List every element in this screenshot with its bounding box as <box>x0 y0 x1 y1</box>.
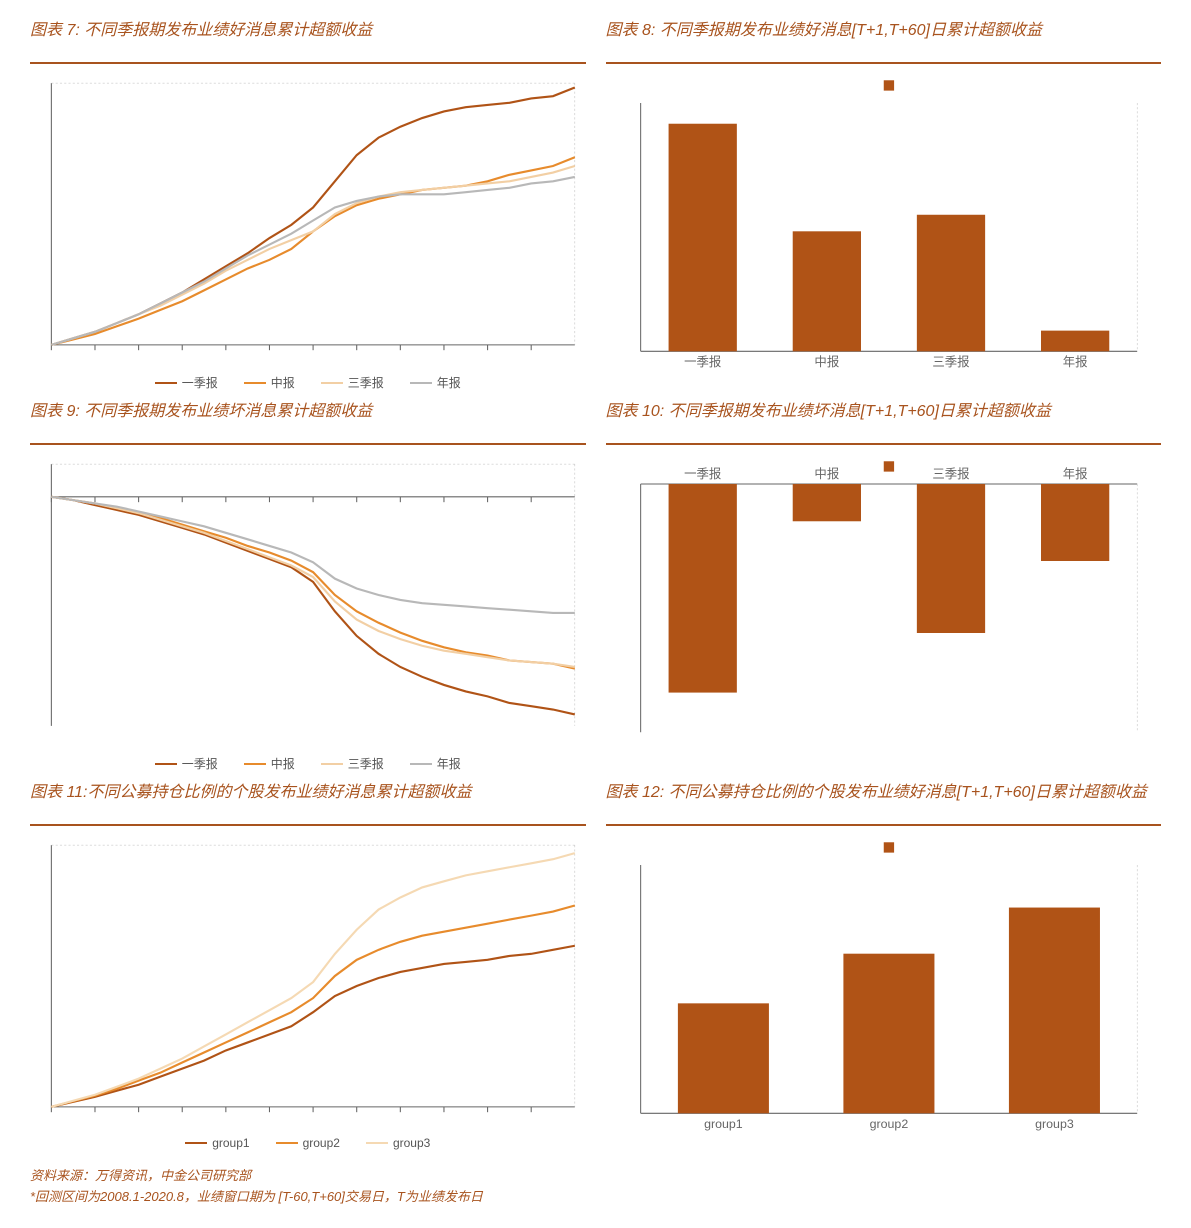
chart-11-cell: 图表 11:不同公募持仓比例的个股发布业绩好消息累计超额收益 group1gro… <box>30 782 586 1150</box>
svg-text:一季报: 一季报 <box>684 466 721 481</box>
legend-item: 年报 <box>410 374 461 391</box>
footer-notes: 资料来源：万得资讯，中金公司研究部 *回测区间为2008.1-2020.8，业绩… <box>30 1166 1161 1208</box>
chart-8-svg: 一季报 中报 三季报 年报 <box>606 72 1162 372</box>
chart-8-title: 图表 8: 不同季报期发布业绩好消息[T+1,T+60]日累计超额收益 <box>606 20 1162 64</box>
legend-label: group2 <box>303 1136 340 1150</box>
legend-label: group3 <box>393 1136 430 1150</box>
chart-10-cell: 图表 10: 不同季报期发布业绩坏消息[T+1,T+60]日累计超额收益 一季报… <box>606 401 1162 772</box>
legend-item: 三季报 <box>321 755 384 772</box>
svg-text:中报: 中报 <box>814 354 839 369</box>
legend-item: 三季报 <box>321 374 384 391</box>
svg-text:中报: 中报 <box>814 466 839 481</box>
svg-text:group3: group3 <box>1035 1117 1074 1131</box>
legend-item: 中报 <box>244 374 295 391</box>
charts-grid: 图表 7: 不同季报期发布业绩好消息累计超额收益 一季报中报三季报年报 图表 8… <box>30 20 1161 1150</box>
chart-11-title: 图表 11:不同公募持仓比例的个股发布业绩好消息累计超额收益 <box>30 782 586 826</box>
chart-11-legend: group1 group2 group3 <box>30 1136 586 1150</box>
svg-text:三季报: 三季报 <box>932 354 969 369</box>
legend-item: group3 <box>366 1136 430 1150</box>
legend-item: group1 <box>185 1136 249 1150</box>
svg-text:一季报: 一季报 <box>684 354 721 369</box>
legend-label: 一季报 <box>182 755 218 772</box>
chart-12-box: group1 group2 group3 <box>606 834 1162 1134</box>
legend-label: 三季报 <box>348 755 384 772</box>
chart-7-cell: 图表 7: 不同季报期发布业绩好消息累计超额收益 一季报 中报 三季报 年报 <box>30 20 586 391</box>
chart-10-box: 一季报 中报 三季报 年报 <box>606 453 1162 753</box>
svg-text:group1: group1 <box>704 1117 743 1131</box>
legend-label: 年报 <box>437 755 461 772</box>
chart-7-box <box>30 72 586 372</box>
chart-9-svg <box>30 453 586 753</box>
legend-item: 一季报 <box>155 374 218 391</box>
legend-label: group1 <box>212 1136 249 1150</box>
footer-line-2: *回测区间为2008.1-2020.8，业绩窗口期为 [T-60,T+60]交易… <box>30 1187 1161 1208</box>
svg-text:年报: 年报 <box>1062 466 1087 481</box>
footer-line-1: 资料来源：万得资讯，中金公司研究部 <box>30 1166 1161 1187</box>
legend-label: 年报 <box>437 374 461 391</box>
legend-label: 中报 <box>271 755 295 772</box>
legend-item: 一季报 <box>155 755 218 772</box>
chart-11-box <box>30 834 586 1134</box>
chart-9-box <box>30 453 586 753</box>
chart-11-svg <box>30 834 586 1134</box>
svg-text:年报: 年报 <box>1062 354 1087 369</box>
chart-7-svg <box>30 72 586 372</box>
chart-12-svg: group1 group2 group3 <box>606 834 1162 1134</box>
legend-label: 中报 <box>271 374 295 391</box>
chart-10-title: 图表 10: 不同季报期发布业绩坏消息[T+1,T+60]日累计超额收益 <box>606 401 1162 445</box>
svg-text:group2: group2 <box>869 1117 908 1131</box>
svg-text:三季报: 三季报 <box>932 466 969 481</box>
legend-label: 一季报 <box>182 374 218 391</box>
chart-7-title: 图表 7: 不同季报期发布业绩好消息累计超额收益 <box>30 20 586 64</box>
chart-8-cell: 图表 8: 不同季报期发布业绩好消息[T+1,T+60]日累计超额收益 一季报 中… <box>606 20 1162 391</box>
chart-7-legend: 一季报 中报 三季报 年报 <box>30 374 586 391</box>
chart-8-box: 一季报 中报 三季报 年报 <box>606 72 1162 372</box>
chart-12-cell: 图表 12: 不同公募持仓比例的个股发布业绩好消息[T+1,T+60]日累计超额… <box>606 782 1162 1150</box>
chart-10-svg: 一季报 中报 三季报 年报 <box>606 453 1162 753</box>
chart-9-cell: 图表 9: 不同季报期发布业绩坏消息累计超额收益 一季报 中报 三季报 年报 <box>30 401 586 772</box>
legend-item: group2 <box>276 1136 340 1150</box>
chart-9-title: 图表 9: 不同季报期发布业绩坏消息累计超额收益 <box>30 401 586 445</box>
chart-9-legend: 一季报 中报 三季报 年报 <box>30 755 586 772</box>
legend-label: 三季报 <box>348 374 384 391</box>
legend-item: 年报 <box>410 755 461 772</box>
legend-item: 中报 <box>244 755 295 772</box>
chart-12-title: 图表 12: 不同公募持仓比例的个股发布业绩好消息[T+1,T+60]日累计超额… <box>606 782 1162 826</box>
